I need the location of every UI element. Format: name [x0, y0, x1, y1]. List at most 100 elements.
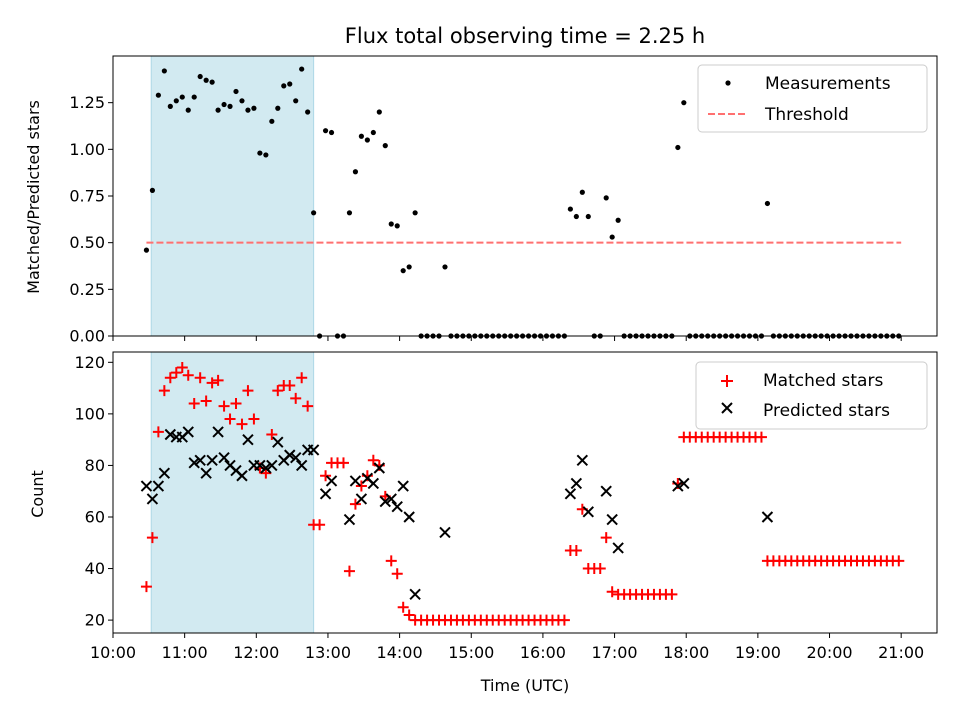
series-predicted-stars	[140, 426, 774, 601]
y-tick-label: 60	[85, 507, 105, 526]
predicted-star-point	[194, 454, 206, 466]
measurement-point	[681, 100, 687, 106]
matched-star-point	[170, 367, 182, 379]
x-tick-label: 20:00	[806, 643, 852, 662]
predicted-star-point	[140, 480, 153, 492]
legend-matched-label: Matched stars	[763, 371, 883, 391]
measurement-point	[358, 133, 364, 139]
predicted-star-point	[290, 451, 302, 464]
measurement-point	[215, 107, 221, 113]
predicted-star-point	[158, 467, 171, 479]
matched-star-point	[158, 385, 170, 397]
predicted-star-point	[164, 428, 177, 441]
y-tick-label: 1.25	[69, 93, 105, 112]
matched-star-point	[182, 369, 194, 381]
y-tick-label: 80	[85, 456, 105, 475]
x-tick-label: 11:00	[162, 643, 208, 662]
matched-star-point	[224, 413, 236, 425]
measurement-point	[161, 68, 167, 74]
matched-star-point	[176, 361, 188, 373]
count-y-axis-label: Count	[28, 470, 47, 518]
x-tick-label: 18:00	[663, 643, 709, 662]
predicted-star-point	[266, 459, 278, 472]
matched-star-point	[200, 395, 212, 407]
predicted-star-point	[200, 467, 212, 479]
measurement-point	[328, 129, 335, 136]
predicted-star-point	[564, 488, 577, 500]
predicted-star-point	[349, 475, 362, 487]
measurement-point	[370, 129, 376, 136]
y-tick-label: 0.75	[69, 187, 105, 206]
measurement-point	[167, 103, 173, 109]
count-legend-box	[695, 361, 928, 430]
measurement-point	[609, 234, 615, 240]
matched-star-point	[355, 480, 367, 492]
predicted-star-point	[152, 480, 165, 492]
matched-star-point	[755, 431, 767, 443]
matched-star-point	[152, 426, 164, 438]
matched-star-point	[391, 568, 403, 580]
measurement-point	[281, 83, 287, 89]
matched-star-point	[272, 385, 284, 397]
matched-star-point	[164, 372, 176, 384]
measurement-point	[197, 73, 203, 80]
matched-star-point	[236, 418, 248, 430]
predicted-star-point	[576, 454, 589, 466]
predicted-star-point	[385, 493, 397, 505]
measurement-point	[287, 81, 293, 87]
legend-measurements-label: Measurements	[765, 74, 891, 94]
predicted-star-point	[218, 451, 230, 464]
measurement-point	[364, 137, 370, 143]
measurement-point	[185, 107, 191, 113]
measurement-point	[394, 223, 400, 229]
matched-star-point	[296, 372, 308, 384]
matched-star-point	[403, 609, 415, 621]
ratio-legend: Measurements Threshold	[697, 64, 928, 133]
observing-highlight-span	[150, 55, 315, 337]
measurement-point	[311, 210, 317, 216]
predicted-star-point	[212, 426, 224, 438]
y-tick-label: 120	[74, 353, 105, 372]
count-panel: 20 40 60 80 100 120 10:00 11:00 12:00 13:00 14:00 1…	[28, 351, 938, 695]
predicted-star-point	[188, 457, 200, 469]
matched-star-point	[385, 555, 397, 567]
matched-star-point	[260, 467, 272, 479]
matched-star-point	[206, 377, 218, 389]
measurement-point	[299, 66, 305, 72]
matched-star-point	[302, 400, 314, 412]
count-plot-frame	[112, 351, 938, 634]
measurement-point	[269, 118, 275, 124]
matched-star-point	[570, 545, 582, 557]
matched-star-point	[146, 532, 158, 544]
matched-star-point	[218, 400, 230, 412]
measurement-point	[406, 264, 412, 270]
chart-title: Flux total observing time = 2.25 h	[345, 24, 705, 48]
predicted-star-point	[397, 480, 409, 492]
predicted-star-point	[600, 485, 612, 497]
measurement-point	[275, 105, 281, 111]
matched-star-point	[893, 555, 905, 567]
matched-star-point	[242, 385, 254, 397]
predicted-star-point	[409, 588, 421, 601]
measurement-point	[233, 88, 239, 95]
matched-star-point	[212, 374, 224, 386]
measurement-point	[615, 217, 621, 223]
measurement-point	[149, 187, 156, 193]
matched-star-point	[606, 586, 618, 598]
matched-star-point	[349, 498, 361, 510]
predicted-star-point	[272, 436, 284, 448]
x-tick-label: 21:00	[878, 643, 924, 662]
measurement-point	[442, 264, 448, 270]
matched-star-point	[266, 428, 278, 440]
measurement-point	[567, 206, 573, 212]
x-tick-label: 16:00	[520, 643, 566, 662]
predicted-star-point	[343, 513, 356, 526]
measurement-point	[376, 109, 382, 115]
predicted-star-point	[439, 526, 451, 539]
legend-threshold-label: Threshold	[764, 105, 849, 125]
measurement-point	[155, 92, 161, 98]
predicted-star-point	[295, 459, 308, 472]
predicted-star-point	[391, 500, 403, 513]
ratio-y-axis-label: Matched/Predicted stars	[24, 100, 43, 294]
